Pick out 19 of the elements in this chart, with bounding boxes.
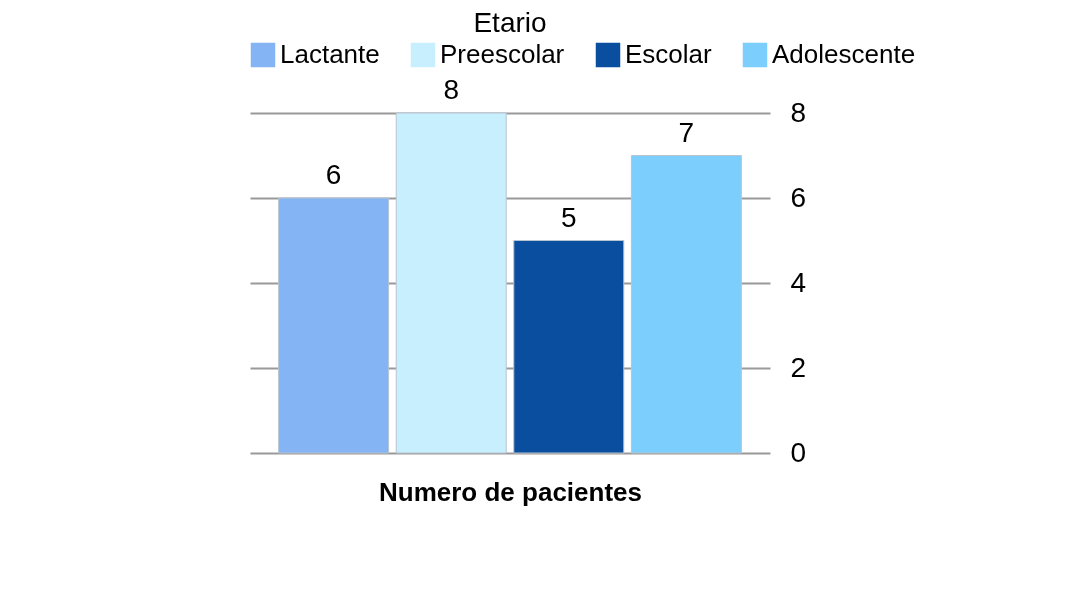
data-label: 5	[561, 201, 577, 233]
legend-label: Lactante	[280, 39, 380, 69]
legend-label: Adolescente	[772, 39, 916, 69]
bar	[630, 155, 742, 454]
legend-label: Escolar	[625, 39, 713, 69]
x-axis-title: Numero de pacientes	[379, 476, 642, 507]
data-label: 7	[678, 116, 695, 148]
data-label: 6	[325, 159, 342, 190]
chart-title: Etario	[473, 7, 547, 38]
bar	[278, 197, 390, 454]
legend-label: Preescolar	[440, 39, 565, 69]
y-tick-label: 4	[790, 266, 807, 298]
y-tick-label: 8	[790, 96, 807, 128]
y-tick-label: 0	[790, 436, 807, 468]
y-tick-label: 6	[790, 181, 807, 213]
data-label: 8	[443, 74, 459, 105]
bar	[513, 240, 625, 454]
bar	[395, 112, 507, 454]
y-tick-label: 2	[790, 351, 807, 383]
